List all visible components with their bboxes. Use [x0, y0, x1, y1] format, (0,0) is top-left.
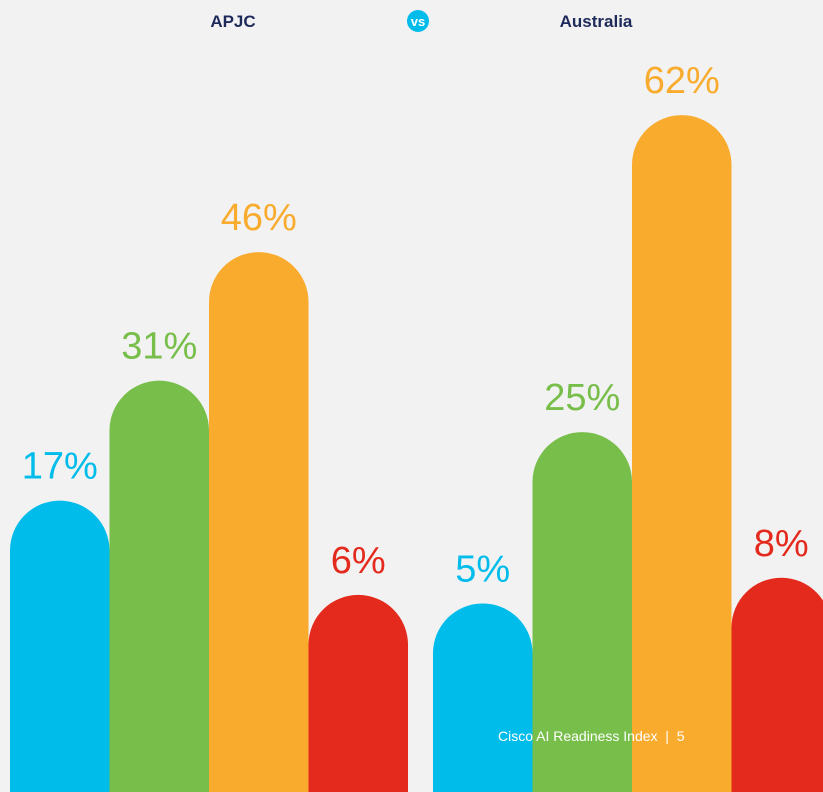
bar [532, 432, 632, 792]
bar [308, 594, 408, 792]
group-title: APJC [210, 12, 255, 31]
value-label: 31% [121, 326, 197, 368]
value-label: 46% [221, 197, 297, 239]
value-label: 17% [22, 446, 98, 488]
vs-label: vs [411, 14, 425, 29]
group-title: Australia [560, 12, 633, 31]
bar [632, 115, 732, 792]
value-label: 6% [331, 540, 386, 582]
bar [109, 380, 209, 792]
value-label: 25% [544, 377, 620, 419]
bar [731, 577, 823, 792]
value-label: 8% [754, 523, 809, 565]
footer: Cisco AI Readiness Index | 5 [498, 728, 685, 744]
bar [433, 603, 533, 792]
value-label: 5% [455, 548, 510, 590]
bar [10, 500, 110, 792]
vs-badge [407, 10, 429, 32]
bar [209, 252, 309, 792]
value-label: 62% [644, 60, 720, 102]
